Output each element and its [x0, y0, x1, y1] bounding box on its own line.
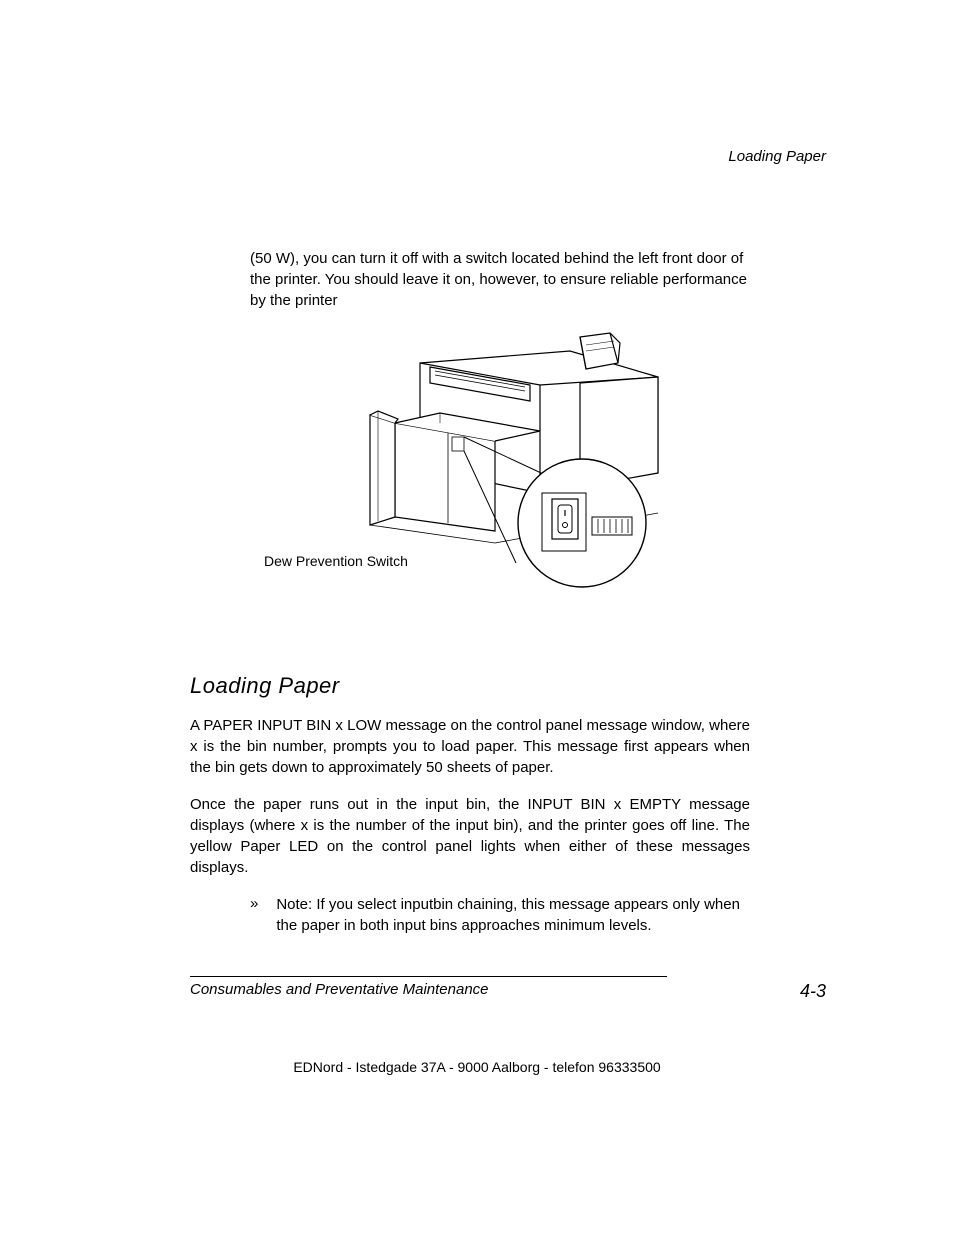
footer-publisher-line: EDNord - Istedgade 37A - 9000 Aalborg - …	[0, 1059, 954, 1075]
section-p1: A PAPER INPUT BIN x LOW message on the c…	[190, 715, 750, 778]
page-number: 4-3	[800, 981, 826, 1002]
running-head: Loading Paper	[728, 148, 826, 165]
note-label: Note:	[276, 896, 312, 913]
note-marker-icon: »	[250, 895, 258, 912]
figure-label: Dew Prevention Switch	[264, 553, 408, 569]
intro-continuation: (50 W), you can turn it off with a switc…	[190, 248, 750, 311]
section-heading-loading-paper: Loading Paper	[190, 673, 750, 699]
page-footer-row: Consumables and Preventative Maintenance…	[190, 977, 750, 1007]
section-p2: Once the paper runs out in the input bin…	[190, 794, 750, 878]
note-body: If you select inputbin chaining, this me…	[276, 896, 740, 934]
note-block: » Note: If you select inputbin chaining,…	[190, 894, 750, 936]
page-content: (50 W), you can turn it off with a switc…	[190, 248, 750, 1007]
note-text: Note: If you select inputbin chaining, t…	[276, 894, 750, 936]
footer-chapter-label: Consumables and Preventative Maintenance	[190, 981, 489, 998]
printer-figure: Dew Prevention Switch	[190, 323, 750, 593]
